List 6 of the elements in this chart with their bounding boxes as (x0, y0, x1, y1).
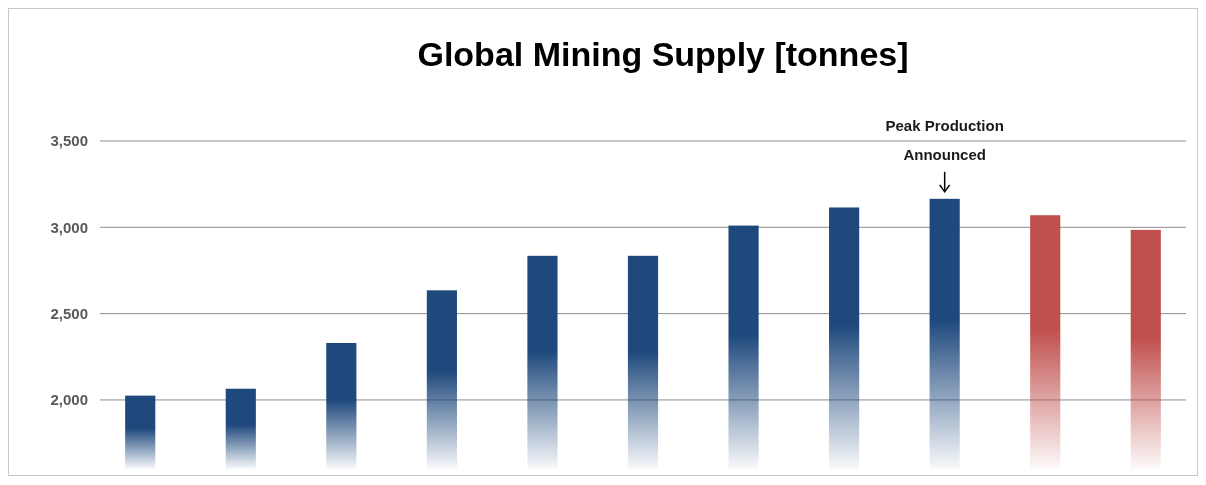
annotation: Peak Production Announced (885, 116, 1004, 163)
y-tick-label: 2,500 (50, 304, 88, 322)
y-tick-label: 3,000 (50, 218, 88, 236)
chart-title: Global Mining Supply [tonnes] (417, 35, 909, 73)
y-tick-label: 2,000 (50, 391, 88, 409)
y-tick-label: 3,500 (50, 132, 88, 150)
